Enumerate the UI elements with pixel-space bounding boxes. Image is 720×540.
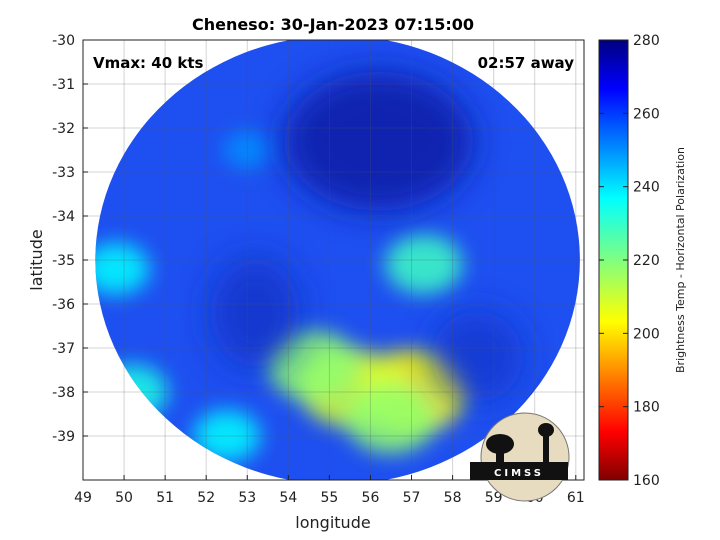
x-tick-label-56: 56 — [362, 490, 380, 506]
y-tick-label--34: -34 — [52, 209, 75, 225]
feature-3 — [345, 383, 437, 454]
x-tick-label-52: 52 — [197, 490, 215, 506]
vmax-annotation: Vmax: 40 kts — [93, 54, 203, 72]
feature-5 — [95, 243, 150, 295]
feature-7 — [223, 131, 272, 169]
feature-8 — [193, 410, 261, 462]
feature-4 — [385, 234, 463, 294]
y-axis-label: latitude — [27, 229, 46, 290]
x-tick-label-61: 61 — [567, 490, 585, 506]
logo-text: CIMSS — [494, 468, 544, 479]
colorbar-ticks: 280 260 240 220 200 180 160 — [599, 33, 660, 489]
x-tick-label-49: 49 — [74, 490, 92, 506]
x-tick-label-50: 50 — [115, 490, 133, 506]
x-tick-label-55: 55 — [320, 490, 338, 506]
y-tick-label--35: -35 — [52, 253, 75, 269]
y-tick-label--37: -37 — [52, 341, 75, 357]
cold-region-west — [210, 257, 301, 368]
colorbar-label: Brightness Temp - Horizontal Polarizatio… — [674, 147, 687, 373]
x-tick-label-59: 59 — [485, 490, 503, 506]
x-tick-label-54: 54 — [279, 490, 297, 506]
cold-region-north — [283, 71, 474, 212]
time-offset-annotation: 02:57 away — [478, 54, 575, 72]
x-tick-label-51: 51 — [156, 490, 174, 506]
cb-tick-label-280: 280 — [633, 33, 660, 49]
y-axis-ticks: -30 -31 -32 -33 -34 -35 -36 -37 -38 -39 — [52, 33, 88, 445]
y-tick-label--32: -32 — [52, 121, 75, 137]
chart-title: Cheneso: 30-Jan-2023 07:15:00 — [192, 15, 474, 34]
x-tick-label-53: 53 — [238, 490, 256, 506]
cb-tick-label-220: 220 — [633, 253, 660, 269]
x-tick-label-57: 57 — [403, 490, 421, 506]
y-tick-label--36: -36 — [52, 297, 75, 313]
feature-2 — [267, 330, 359, 401]
cb-tick-label-200: 200 — [633, 326, 660, 342]
y-tick-label--39: -39 — [52, 429, 75, 445]
logo-ground — [470, 462, 568, 480]
cold-region-east — [432, 311, 523, 402]
cb-tick-label-160: 160 — [633, 473, 660, 489]
logo-tower — [543, 434, 549, 464]
y-tick-label--33: -33 — [52, 165, 75, 181]
cold-core-region — [210, 71, 523, 402]
x-tick-label-58: 58 — [444, 490, 462, 506]
cb-tick-label-260: 260 — [633, 106, 660, 122]
x-axis-label: longitude — [295, 513, 370, 532]
swath-heatmap — [95, 40, 580, 480]
y-tick-label--30: -30 — [52, 33, 75, 49]
cb-tick-label-240: 240 — [633, 180, 660, 196]
y-tick-label--38: -38 — [52, 385, 75, 401]
cimss-logo: CIMSS — [470, 412, 570, 502]
x-axis-ticks: 49505152535455565758596061 — [74, 475, 585, 506]
y-tick-label--31: -31 — [52, 77, 75, 93]
logo-globe — [480, 412, 570, 502]
cb-tick-label-180: 180 — [633, 400, 660, 416]
